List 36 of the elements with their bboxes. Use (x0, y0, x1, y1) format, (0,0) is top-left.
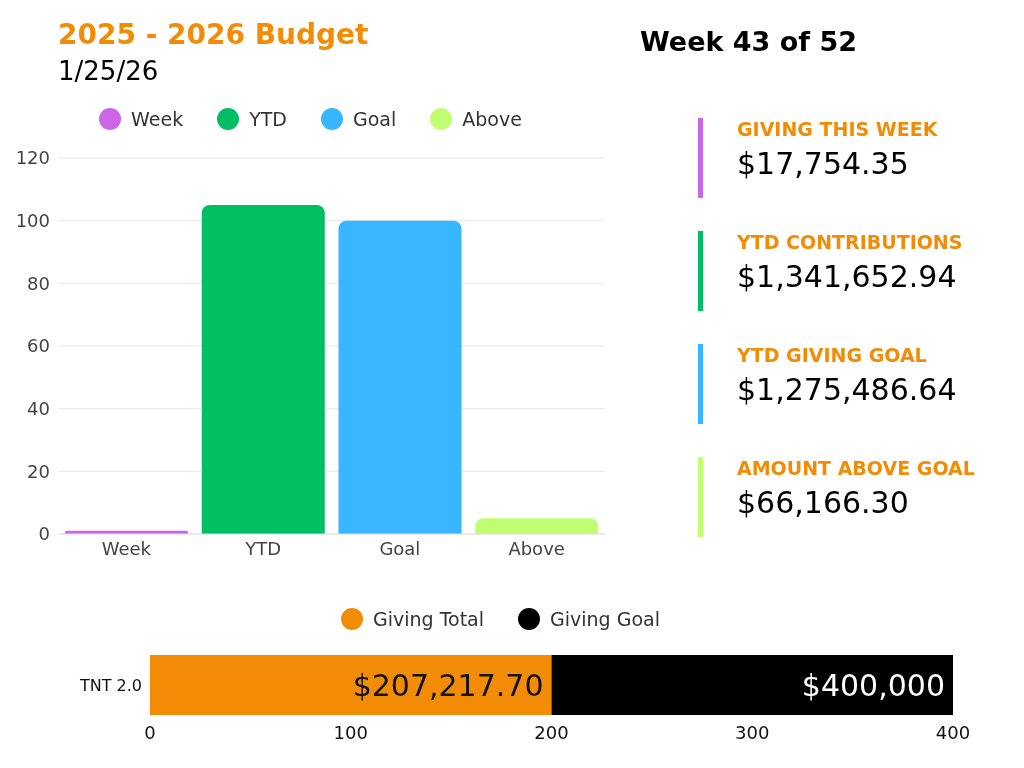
category-label: AMOUNT ABOVE GOAL (737, 457, 975, 479)
x-tick-label: 200 (534, 721, 569, 743)
legend-label: Week (131, 108, 184, 130)
chart-subtitle: 1/25/26 (58, 56, 159, 86)
legend-label: Giving Goal (550, 608, 660, 630)
annotation: $207,217.70 (352, 667, 544, 703)
x-tick-label: 300 (735, 721, 770, 743)
chart-title: 2025 - 2026 Budget (58, 18, 369, 51)
legend-label: Above (462, 108, 522, 130)
y-tick-label: 20 (27, 460, 50, 482)
y-tick-label: 80 (27, 272, 50, 294)
y-tick-label: 100 (15, 210, 50, 232)
category-label: YTD CONTRIBUTIONS (737, 231, 963, 253)
text: $66,166.30 (737, 485, 909, 520)
text: Week 43 of 52 (640, 26, 858, 57)
y-tick-label: 60 (27, 335, 50, 357)
legend-label: Giving Total (373, 608, 485, 630)
text: $1,275,486.64 (737, 372, 957, 407)
y-tick-label: 40 (27, 398, 50, 420)
y-tick-label: 120 (15, 147, 50, 169)
legend-label: Goal (353, 108, 397, 130)
legend-label: YTD (249, 108, 287, 130)
x-tick-label: Week (101, 537, 152, 559)
x-tick-label: 400 (935, 721, 971, 743)
category-label: YTD GIVING GOAL (737, 344, 928, 366)
category-label: GIVING THIS WEEK (737, 118, 938, 140)
text: $17,754.35 (737, 146, 909, 181)
annotation: $400,000 (801, 667, 945, 703)
y-tick-label: TNT 2.0 (78, 675, 142, 695)
x-tick-label: Goal (379, 537, 421, 559)
x-tick-label: 0 (144, 721, 156, 743)
text: $1,341,652.94 (737, 259, 957, 294)
x-tick-label: Above (508, 537, 565, 559)
y-tick-label: 0 (38, 523, 50, 545)
x-tick-label: YTD (244, 537, 282, 559)
x-tick-label: 100 (333, 721, 368, 743)
